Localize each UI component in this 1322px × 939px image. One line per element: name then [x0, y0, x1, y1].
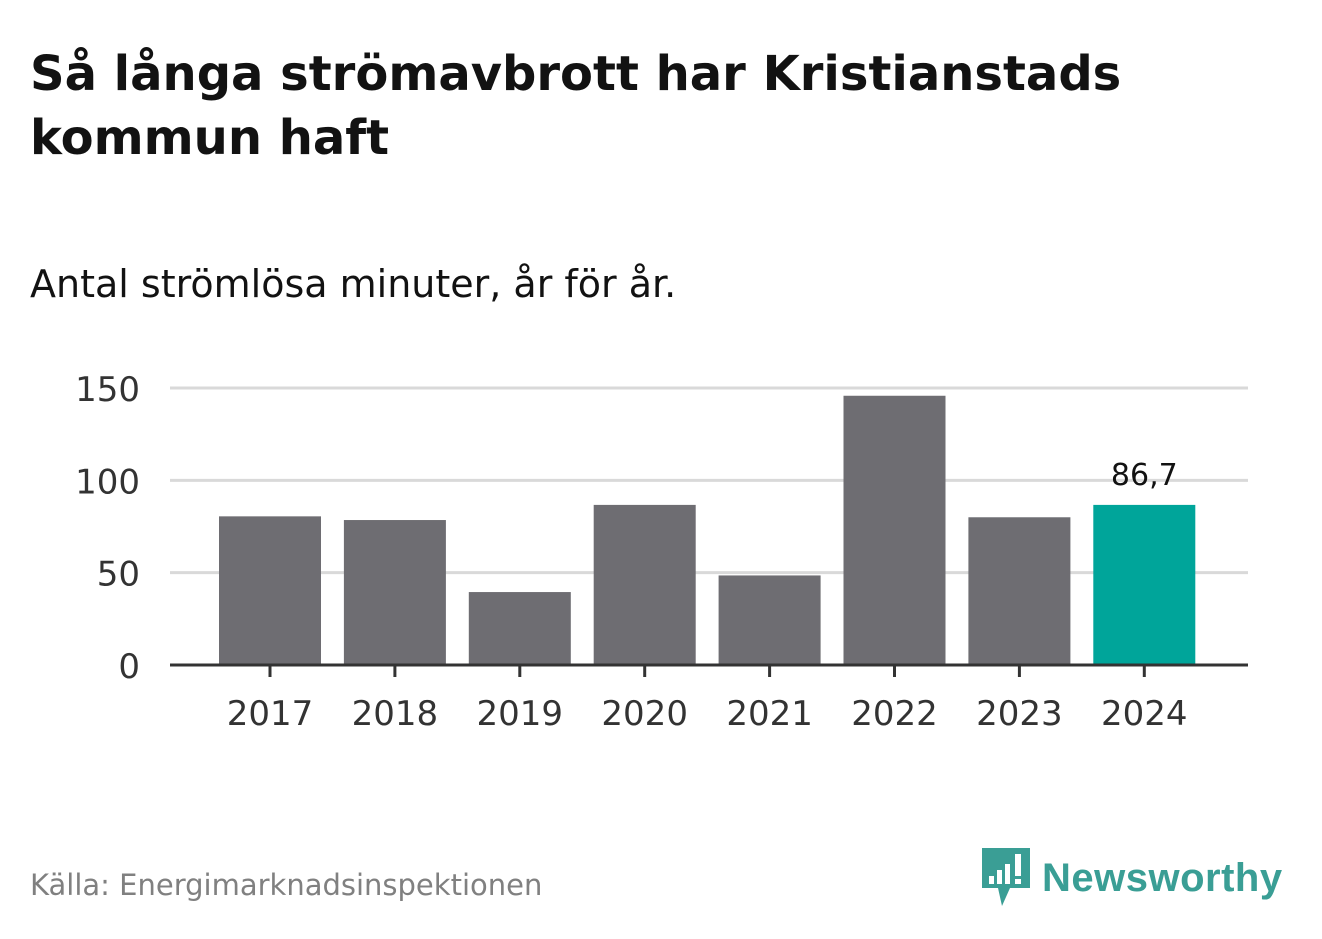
bar-2020 [593, 504, 696, 665]
brand-name: Newsworthy [1042, 855, 1283, 900]
bar-2018 [343, 520, 446, 665]
y-tick-label: 150 [75, 370, 140, 410]
x-tick-label: 2019 [477, 694, 564, 734]
y-tick-label: 0 [118, 647, 140, 687]
bar-2021 [718, 575, 821, 665]
bar-2019 [468, 592, 571, 665]
x-tick-label: 2020 [601, 694, 688, 734]
chart-title: Så långa strömavbrott har Kristianstads … [30, 46, 1122, 166]
bar-2023 [968, 517, 1071, 665]
bar-2017 [219, 516, 321, 665]
newsworthy-logo-icon [982, 848, 1030, 906]
x-tick-label: 2022 [851, 694, 938, 734]
source-note: Källa: Energimarknadsinspektionen [30, 868, 543, 902]
bar-2024 [1093, 504, 1196, 665]
x-tick-label: 2021 [726, 694, 813, 734]
bar-2022 [843, 395, 946, 665]
x-tick-label: 2024 [1101, 694, 1188, 734]
y-tick-label: 100 [75, 462, 140, 502]
brand-logo: Newsworthy [982, 848, 1283, 908]
chart-subtitle: Antal strömlösa minuter, år för år. [30, 262, 677, 306]
x-tick-label: 2023 [976, 694, 1063, 734]
x-tick-label: 2018 [352, 694, 439, 734]
y-tick-label: 50 [97, 555, 140, 595]
x-tick-label: 2017 [227, 694, 314, 734]
data-label: 86,7 [1111, 458, 1178, 493]
